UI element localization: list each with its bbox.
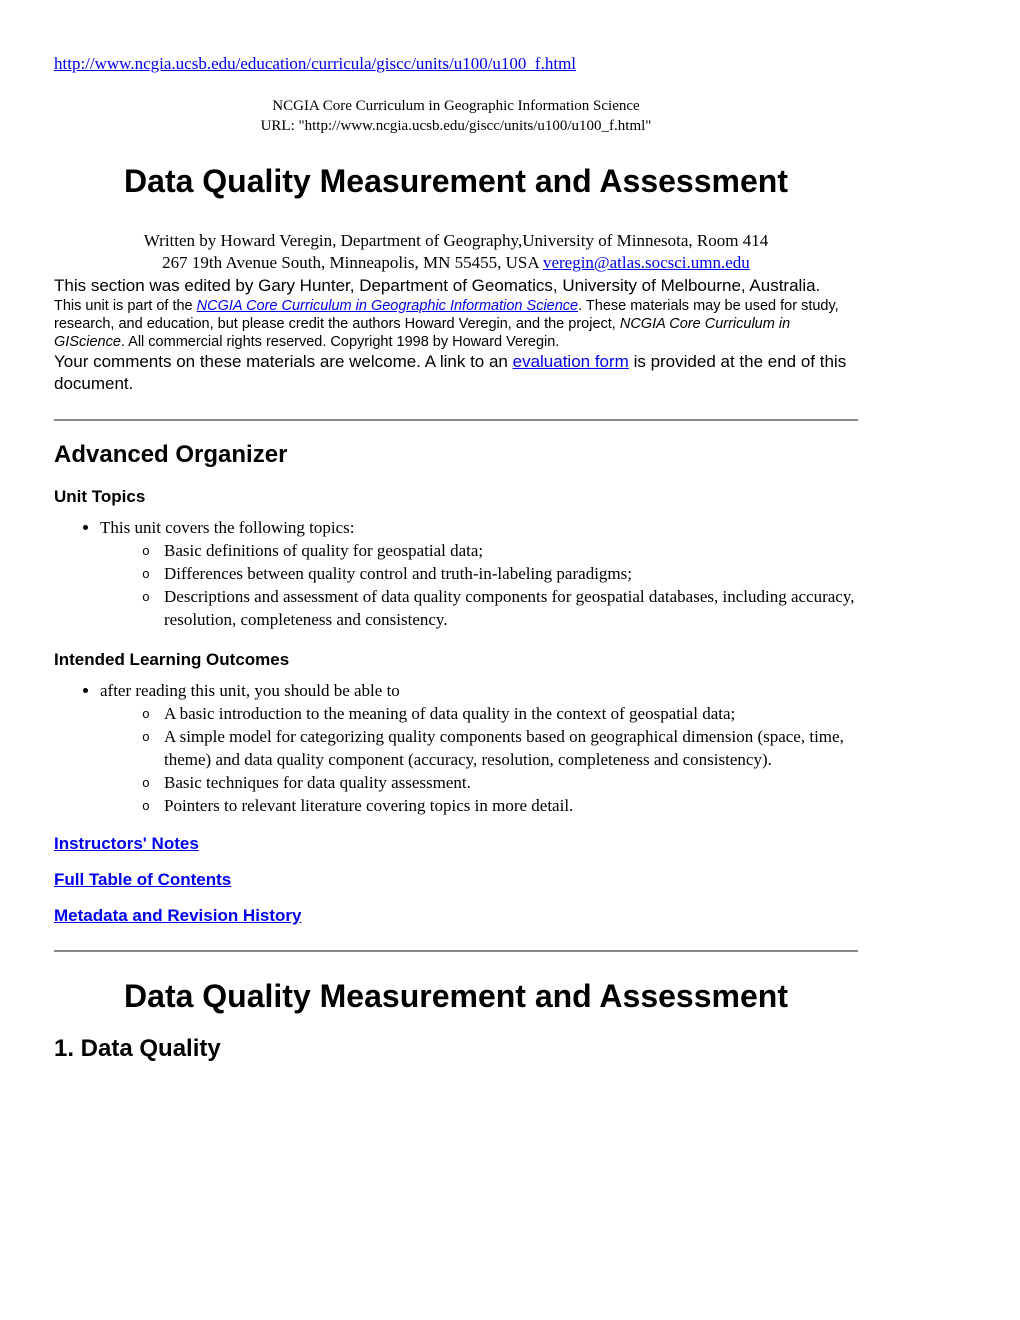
header-block: NCGIA Core Curriculum in Geographic Info…: [54, 96, 858, 137]
source-url: http://www.ncgia.ucsb.edu/education/curr…: [54, 54, 858, 74]
divider-2: [54, 950, 858, 952]
comments-line: Your comments on these materials are wel…: [54, 351, 858, 395]
notice-suffix: . All commercial rights reserved. Copyri…: [121, 334, 559, 350]
outcomes-list: after reading this unit, you should be a…: [54, 680, 858, 818]
unit-topics-sublist: Basic definitions of quality for geospat…: [100, 540, 858, 632]
author-email-link[interactable]: veregin@atlas.socsci.umn.edu: [543, 253, 750, 272]
evaluation-form-link[interactable]: evaluation form: [513, 352, 629, 371]
section-1-heading: 1. Data Quality: [54, 1035, 858, 1063]
notice-prefix: This unit is part of the: [54, 298, 197, 314]
unit-topics-list: This unit covers the following topics: B…: [54, 517, 858, 632]
list-item: Differences between quality control and …: [142, 563, 858, 586]
toc-heading: Full Table of Contents: [54, 870, 858, 890]
header-line-2: URL: "http://www.ncgia.ucsb.edu/giscc/un…: [261, 118, 652, 134]
outcomes-heading: Intended Learning Outcomes: [54, 650, 858, 670]
editor-line: This section was edited by Gary Hunter, …: [54, 275, 858, 297]
unit-topics-heading: Unit Topics: [54, 487, 858, 507]
author-line-1: Written by Howard Veregin, Department of…: [54, 230, 858, 252]
instructors-notes-heading: Instructors' Notes: [54, 834, 858, 854]
unit-topics-lead-text: This unit covers the following topics:: [100, 518, 355, 537]
list-item: A basic introduction to the meaning of d…: [142, 703, 858, 726]
instructors-notes-link[interactable]: Instructors' Notes: [54, 834, 199, 853]
usage-notice: This unit is part of the NCGIA Core Curr…: [54, 297, 858, 351]
divider-1: [54, 419, 858, 421]
author-line-2: 267 19th Avenue South, Minneapolis, MN 5…: [54, 252, 858, 274]
outcomes-lead-text: after reading this unit, you should be a…: [100, 681, 400, 700]
notice-curriculum-link[interactable]: NCGIA Core Curriculum in Geographic Info…: [197, 298, 578, 314]
outcomes-lead: after reading this unit, you should be a…: [100, 680, 858, 818]
source-url-link[interactable]: http://www.ncgia.ucsb.edu/education/curr…: [54, 54, 576, 73]
list-item: Basic techniques for data quality assess…: [142, 772, 858, 795]
list-item: Pointers to relevant literature covering…: [142, 795, 858, 818]
list-item: Basic definitions of quality for geospat…: [142, 540, 858, 563]
list-item: Descriptions and assessment of data qual…: [142, 586, 858, 632]
unit-topics-lead: This unit covers the following topics: B…: [100, 517, 858, 632]
author-address: 267 19th Avenue South, Minneapolis, MN 5…: [162, 253, 543, 272]
outcomes-sublist: A basic introduction to the meaning of d…: [100, 703, 858, 818]
toc-link[interactable]: Full Table of Contents: [54, 870, 231, 889]
list-item: A simple model for categorizing quality …: [142, 726, 858, 772]
metadata-link[interactable]: Metadata and Revision History: [54, 906, 302, 925]
body-title: Data Quality Measurement and Assessment: [54, 978, 858, 1015]
header-line-1: NCGIA Core Curriculum in Geographic Info…: [272, 98, 639, 114]
comments-prefix: Your comments on these materials are wel…: [54, 352, 513, 371]
metadata-heading: Metadata and Revision History: [54, 906, 858, 926]
page-title: Data Quality Measurement and Assessment: [54, 163, 858, 200]
advanced-organizer-heading: Advanced Organizer: [54, 441, 858, 469]
